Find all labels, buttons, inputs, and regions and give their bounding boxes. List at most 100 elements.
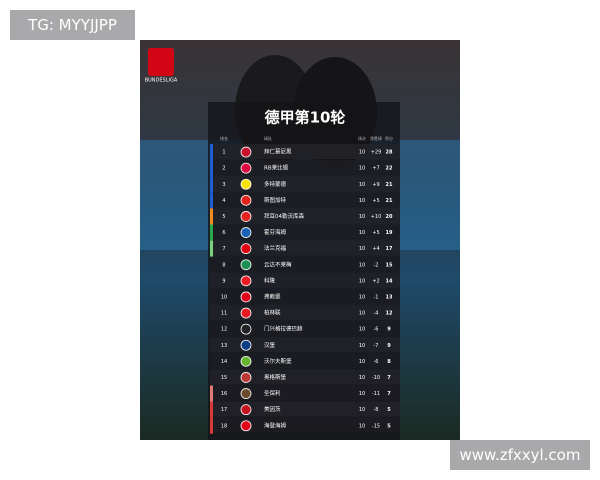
row [210, 337, 400, 353]
team-logo [240, 259, 252, 271]
cell: 10 [359, 150, 365, 156]
team-logo [240, 227, 252, 238]
cell: 5 [387, 407, 391, 413]
cell: +7 [372, 166, 379, 172]
cell: 22 [386, 166, 393, 172]
cell: 7 [222, 246, 225, 252]
team-logo [240, 291, 252, 303]
cell: -15 [372, 423, 380, 429]
row [210, 369, 400, 385]
cell: 18 [221, 423, 227, 429]
team-logo [240, 355, 252, 367]
cell: 5 [222, 214, 225, 220]
row [210, 224, 400, 240]
cell: +2 [372, 278, 379, 284]
team-logo [240, 194, 252, 206]
cell: 5 [387, 423, 391, 429]
cell: 奥格斯堡 [264, 373, 287, 381]
cell: 柏林联 [264, 309, 281, 317]
cell: 10 [359, 214, 365, 220]
cell: +4 [372, 246, 379, 252]
cell: 10 [359, 423, 365, 429]
team-logo [240, 388, 252, 399]
cell: +29 [371, 150, 382, 156]
cell: -8 [374, 407, 379, 413]
cell: 2 [222, 166, 225, 172]
zone-marker [210, 192, 213, 209]
cell: 14 [386, 278, 393, 284]
row [210, 176, 400, 192]
cell: 19 [386, 230, 393, 236]
cell: 9 [387, 343, 391, 349]
zone-marker [210, 160, 213, 177]
cell: 8 [387, 359, 391, 365]
team-logo [240, 211, 252, 222]
cell: 4 [222, 198, 225, 204]
cell: 12 [221, 327, 227, 333]
row [210, 240, 400, 256]
cell: RB莱比锡 [264, 164, 289, 172]
cell: +9 [372, 182, 379, 188]
cell: 10 [359, 166, 365, 172]
cell: 9 [387, 327, 391, 333]
cell: -10 [372, 375, 380, 381]
watermark: www.zfxxyl.com [450, 440, 590, 470]
cell: 拜仁慕尼黑 [264, 148, 292, 156]
cell: 16 [221, 391, 227, 397]
cell: 10 [359, 294, 365, 300]
header-cell: 净胜球 [370, 135, 382, 141]
header-cell: 球队 [264, 135, 272, 141]
cell: 3 [222, 182, 225, 188]
row [210, 353, 400, 369]
cell: 10 [359, 327, 365, 333]
cell: -6 [374, 327, 379, 333]
cell: -2 [374, 262, 379, 268]
logo-text: BUNDESLIGA [145, 78, 178, 84]
cell: 21 [386, 198, 393, 204]
cell: 21 [386, 182, 393, 188]
zone-marker [210, 385, 213, 402]
row [210, 417, 400, 433]
row [210, 272, 400, 288]
row [210, 144, 400, 160]
cell: 15 [221, 375, 227, 381]
cell: 多特蒙德 [264, 180, 287, 188]
row [210, 385, 400, 401]
cell: -1 [374, 294, 379, 300]
cell: 美因茨 [264, 405, 281, 413]
cell: +5 [372, 230, 379, 236]
cell: 7 [387, 391, 391, 397]
zone-marker [210, 144, 213, 161]
cell: 17 [221, 407, 227, 413]
cell: 20 [386, 214, 393, 220]
cell: 17 [386, 246, 393, 252]
row [210, 160, 400, 176]
cell: 斯图加特 [264, 196, 287, 204]
cell: 10 [359, 246, 365, 252]
cell: 14 [221, 359, 227, 365]
cell: 9 [222, 278, 225, 284]
cell: 10 [359, 375, 365, 381]
cell: 10 [359, 359, 365, 365]
row [210, 256, 400, 272]
logo [148, 48, 174, 76]
zone-marker [210, 240, 213, 257]
team-logo [240, 162, 252, 174]
cell: 云达不莱梅 [264, 260, 292, 268]
cell: 10 [359, 343, 365, 349]
cell: 弗赖堡 [264, 292, 281, 300]
cell: 汉堡 [264, 341, 276, 349]
team-logo [240, 178, 252, 190]
cell: 沃尔夫斯堡 [264, 357, 292, 365]
cell: -6 [374, 359, 379, 365]
header-cell: 排名 [220, 135, 228, 141]
cell: 6 [222, 230, 225, 236]
team-logo [240, 307, 252, 319]
cell: 13 [221, 343, 227, 349]
title: 德甲第10轮 [265, 109, 346, 127]
team-logo [240, 323, 252, 335]
cell: 拜耳04勒沃库森 [264, 212, 304, 220]
row [210, 305, 400, 321]
header-cell: 场次 [358, 135, 366, 141]
cell: 12 [386, 311, 393, 317]
